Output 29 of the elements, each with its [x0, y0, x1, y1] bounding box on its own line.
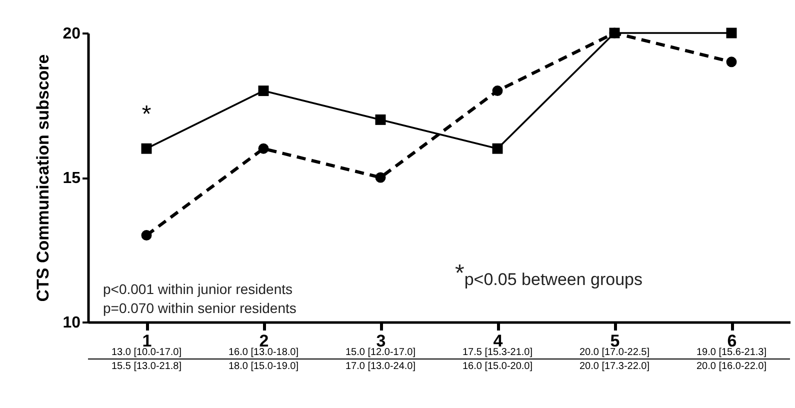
text: 19.0 [15.6-21.3] [696, 347, 767, 358]
point [141, 230, 152, 241]
y-tick-label: 10 [62, 314, 81, 332]
text: 20.0 [17.3-22.0] [579, 361, 650, 372]
point [726, 56, 737, 68]
y-tick-label: 20 [62, 26, 81, 42]
text: 13.0 [10.0-17.0] [111, 347, 182, 358]
text: 16.0 [15.0-20.0] [462, 361, 533, 372]
y-tick-label: 15 [62, 170, 81, 187]
text: 15.5 [13.0-21.8] [111, 361, 182, 372]
annotation: * [142, 101, 152, 128]
text: 18.0 [15.0-19.0] [228, 361, 299, 372]
point [492, 143, 503, 154]
point [141, 143, 152, 154]
annotation: p<0.001 within junior residents [103, 281, 293, 297]
text: 15.0 [12.0-17.0] [345, 347, 416, 358]
text: 20.0 [17.0-22.5] [579, 347, 650, 358]
text: 16.0 [13.0-18.0] [228, 347, 299, 358]
point [375, 114, 386, 125]
text: 17.5 [15.3-21.0] [462, 347, 533, 358]
point [492, 86, 503, 96]
point [258, 86, 269, 96]
point [258, 143, 269, 154]
annotation: p=0.070 within senior residents [103, 300, 296, 316]
y-axis-title: CTS Communication subscore [34, 54, 53, 302]
point [726, 28, 737, 38]
text: 17.0 [13.0-24.0] [345, 361, 416, 372]
point [375, 172, 386, 183]
text: 20.0 [16.0-22.0] [696, 361, 767, 372]
